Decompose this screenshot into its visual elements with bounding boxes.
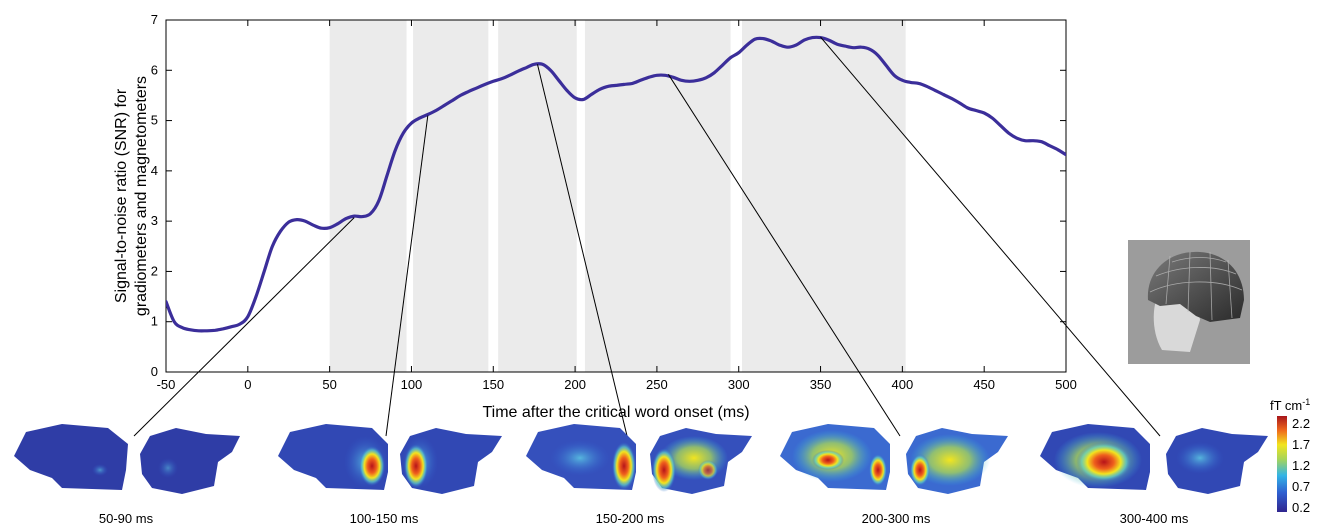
topomap-pair-5: 300-400 ms: [1040, 424, 1268, 526]
plot-frame: [165, 19, 1067, 373]
y-tick-label: 5: [151, 113, 158, 128]
x-axis-label: Time after the critical word onset (ms): [482, 404, 749, 421]
colorbar-tick-label: 1.7: [1292, 437, 1310, 452]
topomap-right-1: [140, 428, 240, 494]
x-tick-label: 100: [401, 377, 423, 392]
colorbar-unit: fT cm-1: [1270, 397, 1310, 413]
colorbar-tick-label: 0.2: [1292, 500, 1310, 515]
time-window-5: [742, 20, 906, 372]
topomap-pair-1: 50-90 ms: [14, 424, 240, 526]
y-tick-label: 4: [151, 163, 158, 178]
x-tick-label: 250: [646, 377, 668, 392]
time-window-shading: [329, 20, 906, 372]
x-tick-label: 50: [322, 377, 336, 392]
x-axis: -50 0 50 100 150 200 250 300 350 400 450 500: [157, 20, 1077, 392]
time-window-2: [413, 20, 489, 372]
y-tick-label: 2: [151, 263, 158, 278]
y-axis-label-line1: Signal-to-noise ratio (SNR) for: [113, 88, 130, 303]
topomap-label-3: 150-200 ms: [596, 511, 665, 526]
y-tick-label: 3: [151, 213, 158, 228]
snr-series-line: [166, 35, 1066, 333]
topomap-label-4: 200-300 ms: [862, 511, 931, 526]
topomap-pair-3: 150-200 ms: [526, 424, 752, 526]
topomap-left-1: [14, 424, 128, 490]
callout-lines: [133, 36, 1161, 441]
y-tick-label: 1: [151, 314, 158, 329]
colorbar-tick-label: 2.2: [1292, 416, 1310, 431]
y-tick-label: 0: [151, 364, 158, 379]
colorbar: fT cm-1 2.2 1.7 1.2 0.7 0.2: [1270, 397, 1310, 515]
colorbar-gradient: [1277, 416, 1287, 512]
colorbar-ticks: 2.2 1.7 1.2 0.7 0.2: [1292, 416, 1310, 515]
x-tick-label: 0: [244, 377, 251, 392]
topomap-pair-4: 200-300 ms: [780, 424, 1008, 526]
colorbar-tick-label: 1.2: [1292, 458, 1310, 473]
y-tick-label: 6: [151, 62, 158, 77]
x-tick-label: -50: [157, 377, 176, 392]
time-window-3: [498, 20, 577, 372]
topomap-label-5: 300-400 ms: [1120, 511, 1189, 526]
topomaps: 50-90 ms 100-150 ms 150-200 ms: [14, 424, 1268, 526]
x-tick-label: 300: [728, 377, 750, 392]
x-tick-label: 200: [564, 377, 586, 392]
topomap-label-2: 100-150 ms: [350, 511, 419, 526]
y-axis-label-line2: gradiometers and magnetometers: [133, 76, 150, 316]
callout-line-5: [820, 36, 1161, 437]
x-tick-label: 150: [482, 377, 504, 392]
x-tick-label: 350: [810, 377, 832, 392]
callout-line-2: [385, 115, 429, 437]
callout-line-4: [667, 74, 901, 437]
colorbar-tick-label: 0.7: [1292, 479, 1310, 494]
x-tick-label: 500: [1055, 377, 1077, 392]
x-tick-label: 450: [973, 377, 995, 392]
meg-helmet-image: [1128, 240, 1250, 364]
callout-line-1: [133, 217, 355, 437]
time-window-4: [584, 20, 731, 372]
y-tick-label: 7: [151, 12, 158, 27]
y-axis: 0 1 2 3 4 5 6 7: [151, 12, 1066, 379]
callout-line-3: [536, 64, 629, 441]
x-tick-label: 400: [892, 377, 914, 392]
time-window-1: [329, 20, 407, 372]
topomap-pair-2: 100-150 ms: [278, 424, 502, 526]
topomap-label-1: 50-90 ms: [99, 511, 154, 526]
